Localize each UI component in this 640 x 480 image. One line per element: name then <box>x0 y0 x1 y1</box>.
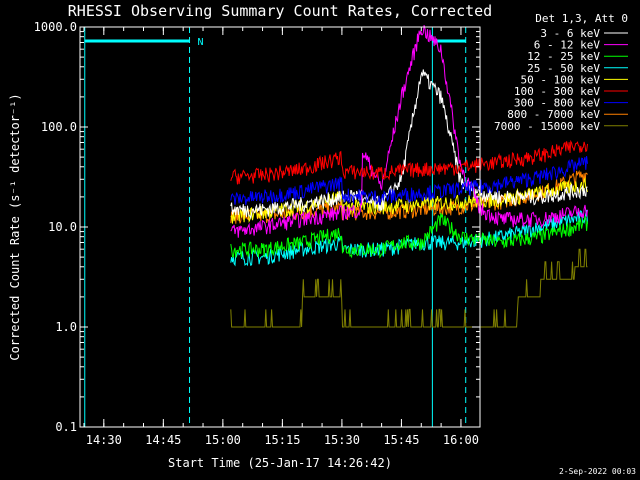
plot-frame <box>79 26 481 428</box>
x-tick-label: 15:45 <box>383 433 419 447</box>
x-axis-label: Start Time (25-Jan-17 14:26:42) <box>168 456 392 470</box>
x-tick-label: 15:30 <box>324 433 360 447</box>
y-tick-label: 1.0 <box>55 320 77 334</box>
legend-label: 25 - 50 keV <box>527 62 600 75</box>
legend-label: 12 - 25 keV <box>527 50 600 63</box>
legend-label: 300 - 800 keV <box>514 97 600 110</box>
y-tick-label: 1000.0 <box>34 20 77 34</box>
axes: 0.1 1.0 10.0 100.0 1000.0 14:30 14:45 15:00 15:1… <box>34 20 481 447</box>
series-line-2 <box>230 212 588 259</box>
x-tick-label: 15:00 <box>205 433 241 447</box>
legend-label: 7000 - 15000 keV <box>494 120 600 133</box>
series-line-6 <box>230 155 588 206</box>
footer-timestamp: 2-Sep-2022 00:03 <box>559 467 636 476</box>
series-line-1 <box>230 25 588 238</box>
y-tick-label: 100.0 <box>41 120 77 134</box>
night-marker-label: N <box>198 37 204 48</box>
series-line-8 <box>230 248 588 328</box>
series-line-0 <box>230 69 588 220</box>
x-tick-label: 16:00 <box>443 433 479 447</box>
y-tick-label: 0.1 <box>55 420 77 434</box>
series-line-5 <box>230 139 588 185</box>
x-tick-label: 14:30 <box>86 433 122 447</box>
y-axis-label: Corrected Count Rate (s⁻¹ detector⁻¹) <box>8 93 22 360</box>
x-tick-label: 14:45 <box>145 433 181 447</box>
legend-label: 100 - 300 keV <box>514 85 600 98</box>
series-layer <box>230 25 588 328</box>
legend-header: Det 1,3, Att 0 <box>535 12 628 25</box>
plot-area: N <box>84 27 467 427</box>
legend-label: 6 - 12 keV <box>534 39 601 52</box>
chart-title: RHESSI Observing Summary Count Rates, Co… <box>68 2 492 20</box>
y-tick-label: 10.0 <box>48 220 77 234</box>
x-tick-label: 15:15 <box>264 433 300 447</box>
legend-label: 800 - 7000 keV <box>507 108 600 121</box>
legend-label: 3 - 6 keV <box>540 27 600 40</box>
legend-label: 50 - 100 keV <box>521 73 601 86</box>
